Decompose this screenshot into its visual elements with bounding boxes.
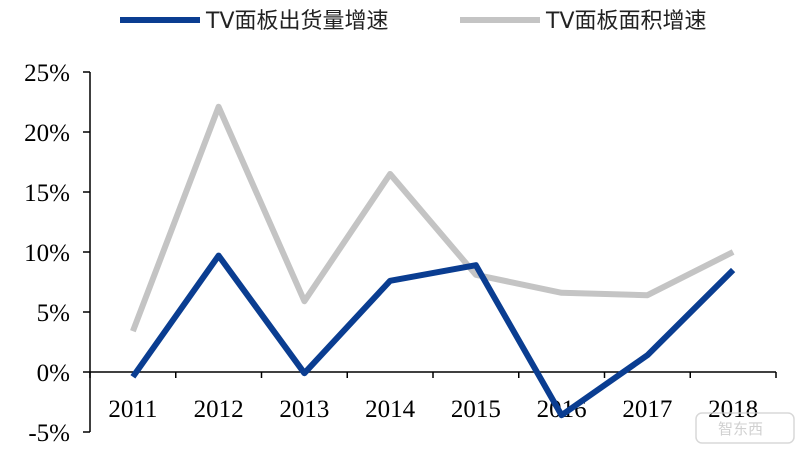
series-layer — [130, 103, 736, 419]
series-line-shipment — [130, 252, 736, 419]
legend: TV面板出货量增速 TV面板面积增速 — [120, 9, 707, 34]
x-tick-label: 2015 — [451, 396, 501, 423]
y-axis-ticks: -5% 0% 5% 10% 15% 20% 25% — [24, 60, 90, 447]
y-tick-label: 0% — [37, 360, 70, 387]
legend-label-shipment: TV面板出货量增速 — [205, 9, 389, 34]
x-tick-label: 2012 — [194, 396, 244, 423]
series-line-area — [130, 103, 735, 333]
legend-label-area: TV面板面积增速 — [545, 9, 707, 34]
y-tick-label: 5% — [37, 300, 70, 327]
y-tick-label: -5% — [28, 420, 70, 447]
x-tick-label: 2013 — [279, 396, 329, 423]
watermark-text: 智东西 — [718, 420, 763, 438]
y-tick-label: 15% — [24, 180, 70, 207]
x-tick-label: 2017 — [622, 396, 672, 423]
x-tick-label: 2014 — [365, 396, 416, 423]
x-tick-label: 2018 — [708, 396, 758, 423]
x-tick-label: 2011 — [108, 396, 157, 423]
watermark: 智东西 — [695, 412, 795, 444]
x-axis-labels: 2011 2012 2013 2014 2015 2016 2017 2018 — [89, 372, 777, 423]
y-tick-label: 10% — [24, 240, 70, 267]
y-tick-label: 25% — [24, 60, 70, 87]
y-tick-label: 20% — [24, 120, 70, 147]
